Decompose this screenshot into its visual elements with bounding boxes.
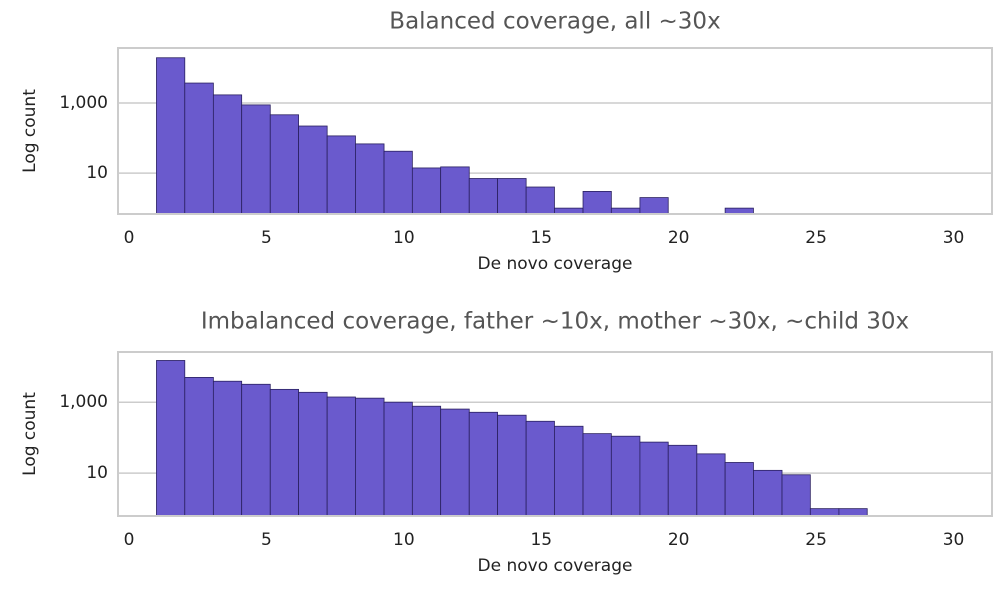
y-axis-label: Log count [20,392,40,476]
bar [525,420,555,517]
x-axis-label: De novo coverage [478,254,633,274]
x-tick-label: 30 [943,530,965,550]
x-tick-label: 20 [668,530,690,550]
bar [383,401,413,517]
bar [411,167,442,215]
x-tick-label: 15 [530,228,552,248]
bar [241,383,271,517]
chart-title: Imbalanced coverage, father ~10x, mother… [201,309,909,335]
x-tick-label: 20 [668,228,690,248]
bar [497,178,527,215]
bar [724,462,754,517]
bar [497,414,527,517]
axes-frame [117,47,993,215]
bar [838,508,868,517]
x-tick-label: 5 [261,228,272,248]
bar [156,360,186,517]
y-tick-label: 1,000 [59,392,108,412]
bar [809,508,840,517]
bar [184,82,214,215]
bar [468,178,498,215]
bar [440,408,470,517]
bar [639,197,669,215]
chart-title: Balanced coverage, all ~30x [389,9,720,35]
bar [184,377,214,517]
y-tick-label: 1,000 [59,93,108,113]
bar [156,57,186,215]
x-tick-label: 10 [393,530,415,550]
x-tick-label: 0 [124,530,135,550]
bar [383,150,413,215]
x-tick-label: 10 [393,228,415,248]
bar [639,441,669,517]
y-tick-label: 10 [86,163,108,183]
bar [468,411,498,517]
bar [554,425,584,517]
x-tick-label: 25 [805,530,827,550]
bar [269,114,299,215]
x-axis-label: De novo coverage [478,556,633,576]
bar [525,186,555,215]
bar [298,125,328,215]
bar [212,380,243,517]
bar [355,397,385,517]
x-tick-label: 25 [805,228,827,248]
x-tick-label: 30 [943,228,965,248]
bar [411,405,442,517]
y-tick-label: 10 [86,463,108,483]
bar [326,396,356,517]
bar [582,191,612,215]
bar [241,104,271,215]
bar [298,391,328,517]
x-tick-label: 0 [124,228,135,248]
bar [212,94,243,215]
bar [269,388,299,517]
bar [326,135,356,215]
bar [667,444,698,517]
bar [610,435,641,517]
bar [440,166,470,215]
bar [753,469,783,517]
x-tick-label: 15 [530,530,552,550]
bar [696,453,726,517]
bar [582,433,612,517]
bar [781,474,811,517]
bar [355,143,385,215]
axes-frame [117,351,993,517]
x-tick-label: 5 [261,530,272,550]
y-axis-label: Log count [20,89,40,173]
